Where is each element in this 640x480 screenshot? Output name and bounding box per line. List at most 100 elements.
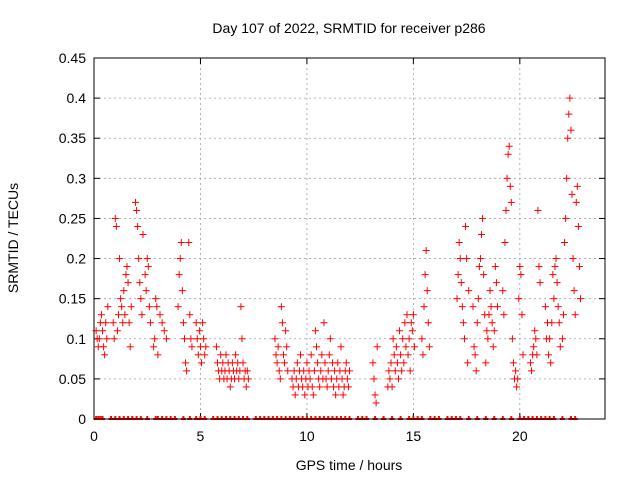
data-point [546,335,554,343]
data-point [279,351,287,359]
data-point [419,351,427,359]
data-point [134,222,142,230]
data-point [577,295,585,303]
data-point [453,295,461,303]
data-point [346,367,353,375]
x-tick-label: 15 [406,428,422,444]
data-point [201,351,209,359]
data-point [126,343,134,351]
data-point [116,255,124,263]
data-point [491,263,499,271]
data-point [572,198,580,206]
data-point [457,279,465,287]
data-point [464,359,472,367]
data-point [320,319,328,327]
data-point [553,279,561,287]
data-point [528,367,536,375]
data-point [502,206,510,214]
data-point [549,271,557,279]
y-tick-label: 0.25 [59,210,86,226]
data-point [244,375,252,383]
data-point [535,263,543,271]
data-point [154,351,162,359]
data-point [179,319,187,327]
data-point [387,359,395,367]
data-point [533,351,541,359]
data-point [508,335,516,343]
data-point [421,271,429,279]
data-point [565,110,573,118]
data-point [488,319,496,327]
data-point [101,351,109,359]
data-point [311,327,319,335]
data-point [532,335,540,343]
data-point [480,271,488,279]
data-point [564,134,572,142]
data-point [489,343,497,351]
data-point [475,263,483,271]
data-point [180,335,188,343]
data-point [198,359,206,367]
data-point [282,327,290,335]
data-point [566,94,574,102]
data-point [237,303,245,311]
data-point [405,335,413,343]
data-point [536,279,544,287]
data-point [324,367,332,375]
data-point [462,222,470,230]
data-point [199,319,207,327]
x-tick-label: 0 [90,428,98,444]
data-point [202,343,210,351]
data-point [232,351,240,359]
data-point [399,335,407,343]
data-point [177,239,185,247]
x-tick-label: 10 [299,428,315,444]
data-point [575,263,583,271]
data-point [273,359,281,367]
data-point [277,303,285,311]
data-point [275,367,283,375]
data-point [507,198,515,206]
data-point [297,351,305,359]
data-point [113,327,121,335]
data-point [500,311,508,319]
data-point [139,230,147,238]
data-points [92,94,585,420]
data-point [396,327,404,335]
data-point [407,319,415,327]
data-point [550,295,558,303]
data-point [138,311,146,319]
data-point [574,222,582,230]
data-point [482,359,490,367]
data-point [306,375,314,383]
data-point [117,295,125,303]
data-point [400,359,408,367]
y-tick-label: 0.35 [59,130,86,146]
data-point [312,343,320,351]
data-point [456,255,464,263]
data-point [371,391,379,399]
data-point [472,367,480,375]
data-point [97,311,105,319]
data-point [158,319,166,327]
data-point [455,239,463,247]
data-point [573,182,581,190]
data-point [401,319,409,327]
data-point [404,351,412,359]
data-point [499,287,507,295]
data-point [200,335,208,343]
data-point [284,367,292,375]
data-point [503,174,511,182]
data-point [493,303,501,311]
data-point [418,335,426,343]
data-point [316,383,324,391]
data-point [458,303,466,311]
data-point [125,319,133,327]
data-point [143,255,151,263]
data-point [122,271,130,279]
data-point [471,351,479,359]
data-point [402,343,410,351]
data-point [558,335,566,343]
